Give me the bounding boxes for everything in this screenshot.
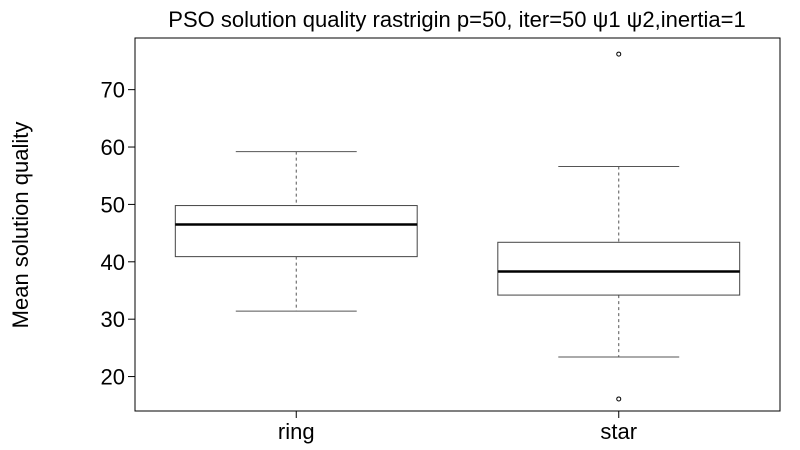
outlier-point <box>616 396 622 402</box>
x-tick-label: ring <box>278 419 315 444</box>
iqr-box <box>174 205 418 258</box>
y-tick-label: 50 <box>101 192 125 217</box>
y-axis: 20 30 40 50 60 70 <box>101 78 136 390</box>
y-tick-label: 20 <box>101 365 125 390</box>
y-tick-label: 70 <box>101 78 125 103</box>
chart-title: PSO solution quality rastrigin p=50, ite… <box>168 7 745 32</box>
box-ring <box>174 151 418 312</box>
y-tick-label: 60 <box>101 135 125 160</box>
x-axis: ring star <box>278 411 637 444</box>
iqr-box <box>497 241 741 296</box>
y-axis-label: Mean solution quality <box>8 122 33 329</box>
y-tick-label: 40 <box>101 250 125 275</box>
x-tick-label: star <box>600 419 637 444</box>
box-star <box>497 51 741 402</box>
outlier-point <box>616 51 622 57</box>
box-series <box>174 51 741 402</box>
y-tick-label: 30 <box>101 307 125 332</box>
